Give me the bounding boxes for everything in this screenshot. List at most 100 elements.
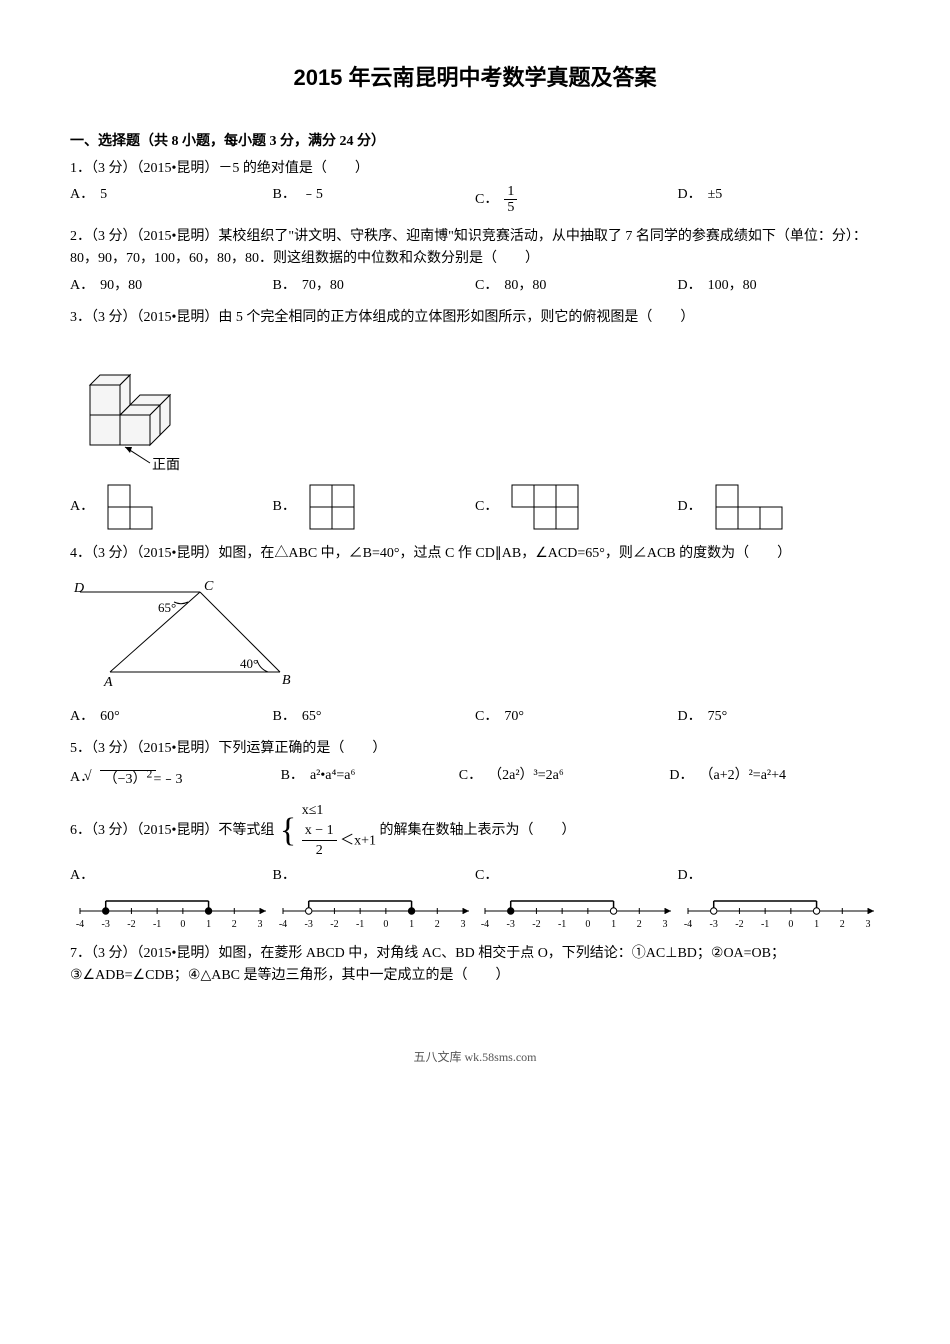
q2-stem: 2．（3 分）（2015•昆明）某校组织了"讲文明、守秩序、迎南博"知识竞赛活动… [70, 226, 880, 271]
svg-text:3: 3 [258, 919, 263, 930]
q1-opt-c-fraction: 1 5 [504, 184, 517, 216]
svg-text:1: 1 [611, 919, 616, 930]
q2-opt-c: 80，80 [504, 275, 546, 297]
option-a-label: A． [70, 184, 94, 206]
svg-text:B: B [282, 673, 291, 688]
svg-text:3: 3 [663, 919, 668, 930]
front-label: 正面 [152, 458, 180, 473]
page-footer: 五八文库 wk.58sms.com [70, 1048, 880, 1067]
svg-text:3: 3 [460, 919, 465, 930]
brace-icon: { [280, 817, 296, 845]
option-b-label: B． [273, 706, 296, 728]
svg-text:-2: -2 [330, 919, 338, 930]
q5-opt-d: （a+2）²=a²+4 [700, 765, 787, 787]
option-b-label: B． [281, 765, 304, 787]
q3-options: A． B． C． [70, 481, 880, 533]
q2-options: A． 90，80 B． 70，80 C． 80，80 D． 100，80 [70, 275, 880, 297]
q6-opt-c-numberline: -4 -3 -2 -1 0 1 2 3 [475, 893, 675, 933]
q1-opt-a: 5 [100, 184, 107, 206]
svg-text:2: 2 [637, 919, 642, 930]
svg-text:2: 2 [839, 919, 844, 930]
q2-opt-a: 90，80 [100, 275, 142, 297]
q1-opt-b: ﹣5 [302, 184, 323, 206]
svg-text:-2: -2 [735, 919, 743, 930]
svg-text:1: 1 [814, 919, 819, 930]
q3-opt-a-figure [100, 481, 170, 533]
q5-stem: 5．（3 分）（2015•昆明）下列运算正确的是（ ） [70, 738, 880, 760]
section-1-header: 一、选择题（共 8 小题，每小题 3 分，满分 24 分） [70, 131, 880, 153]
option-d-label: D． [669, 765, 693, 787]
q4-figure: D C A B 65° 40° [70, 572, 880, 700]
svg-text:-1: -1 [355, 919, 363, 930]
option-d-label: D． [678, 275, 702, 297]
option-c-label: C． [475, 496, 498, 518]
svg-text:40°: 40° [240, 656, 258, 671]
option-a-label: A． [70, 496, 94, 518]
q3-opt-c-figure [504, 481, 599, 533]
option-c-label: C． [475, 706, 498, 728]
svg-text:-4: -4 [481, 919, 489, 930]
svg-text:-3: -3 [102, 919, 110, 930]
svg-text:1: 1 [206, 919, 211, 930]
q6-opt-a-numberline: -4 -3 -2 -1 0 1 2 3 [70, 893, 270, 933]
q4-options: A． 60° B． 65° C． 70° D． 75° [70, 706, 880, 728]
page-title: 2015 年云南昆明中考数学真题及答案 [70, 60, 880, 95]
option-b-label: B． [273, 496, 296, 518]
q6-opt-b-numberline: -4 -3 -2 -1 0 1 2 3 [273, 893, 473, 933]
svg-text:-1: -1 [153, 919, 161, 930]
q3-opt-b-figure [302, 481, 382, 533]
svg-text:-3: -3 [507, 919, 515, 930]
q5-options: A． （−3）2 √=﹣3 B． a²•a⁴=a⁶ C． （2a²）³=2a⁶ … [70, 765, 880, 791]
svg-text:3: 3 [865, 919, 870, 930]
svg-text:0: 0 [383, 919, 388, 930]
svg-text:1: 1 [409, 919, 414, 930]
option-c-label: C． [475, 189, 498, 211]
q2-opt-d: 100，80 [708, 275, 757, 297]
svg-text:C: C [204, 579, 214, 594]
option-b-label: B． [273, 275, 296, 297]
svg-text:2: 2 [232, 919, 237, 930]
q6-stem: 6．（3 分）（2015•昆明）不等式组 { x≤1 x − 1 2 ＜x+1 … [70, 801, 880, 861]
q4-opt-a: 60° [100, 706, 120, 728]
q1-options: A． 5 B． ﹣5 C． 1 5 D． ±5 [70, 184, 880, 216]
option-a-label: A． [70, 275, 94, 297]
svg-text:-4: -4 [76, 919, 84, 930]
svg-text:0: 0 [180, 919, 185, 930]
option-d-label: D． [678, 184, 702, 206]
q1-stem: 1．（3 分）（2015•昆明）－5 的绝对值是（ ） [70, 158, 880, 180]
option-d-label: D． [678, 706, 702, 728]
svg-text:0: 0 [585, 919, 590, 930]
svg-text:-3: -3 [304, 919, 312, 930]
svg-text:-4: -4 [683, 919, 691, 930]
svg-text:0: 0 [788, 919, 793, 930]
option-b-label: B． [273, 865, 296, 887]
svg-text:-1: -1 [558, 919, 566, 930]
option-a-label: A． [70, 706, 94, 728]
q3-solid-figure: 正面 [70, 335, 880, 475]
q3-stem: 3．（3 分）（2015•昆明）由 5 个完全相同的正方体组成的立体图形如图所示… [70, 307, 880, 329]
q6-options: A． -4-3-2-10123 B． -4-3-2-10123 C． -4-3-… [70, 865, 880, 933]
svg-text:D: D [73, 581, 84, 596]
svg-text:-1: -1 [760, 919, 768, 930]
option-a-label: A． [70, 865, 94, 887]
option-d-label: D． [678, 865, 702, 887]
svg-text:-4: -4 [278, 919, 286, 930]
svg-text:A: A [103, 675, 113, 690]
option-c-label: C． [475, 865, 498, 887]
q5-opt-c: （2a²）³=2a⁶ [488, 765, 564, 787]
q6-opt-d-numberline: -4-3-2-10123 [678, 893, 878, 933]
svg-text:-2: -2 [532, 919, 540, 930]
q4-opt-d: 75° [708, 706, 728, 728]
q5-opt-a: （−3）2 √=﹣3 [100, 765, 182, 791]
q3-opt-d-figure [708, 481, 803, 533]
option-c-label: C． [475, 275, 498, 297]
q5-opt-b: a²•a⁴=a⁶ [310, 765, 355, 787]
inequality-system: x≤1 x − 1 2 ＜x+1 [302, 801, 376, 861]
option-b-label: B． [273, 184, 296, 206]
svg-text:2: 2 [434, 919, 439, 930]
svg-text:-2: -2 [127, 919, 135, 930]
q7-stem: 7．（3 分）（2015•昆明）如图，在菱形 ABCD 中，对角线 AC、BD … [70, 943, 880, 988]
svg-text:65°: 65° [158, 600, 176, 615]
q1-opt-d: ±5 [708, 184, 723, 206]
q4-stem: 4．（3 分）（2015•昆明）如图，在△ABC 中，∠B=40°，过点 C 作… [70, 543, 880, 565]
